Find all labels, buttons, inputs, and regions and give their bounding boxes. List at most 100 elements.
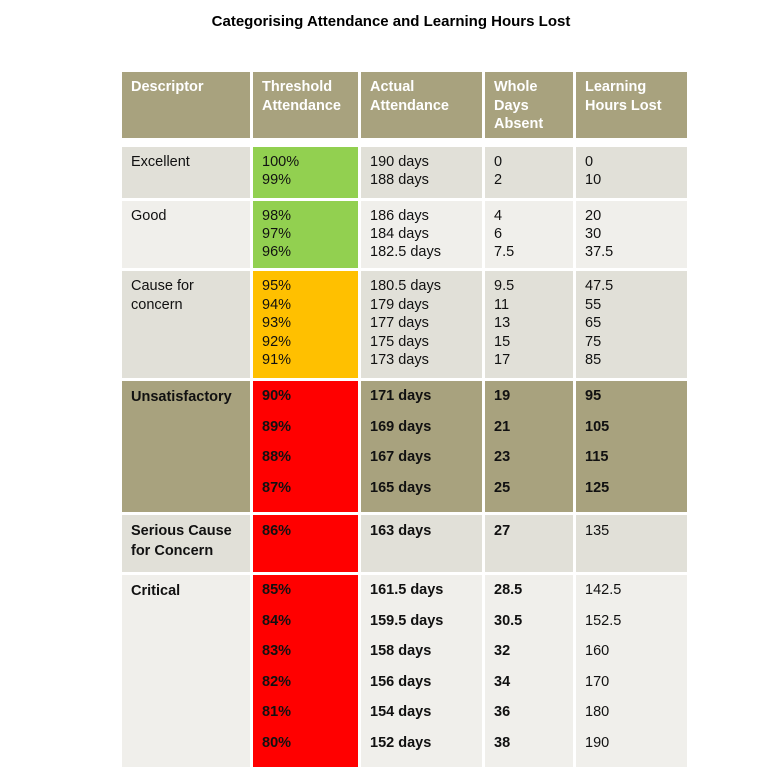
days-absent-value: 23 xyxy=(494,449,511,465)
threshold-value: 91% xyxy=(262,352,292,368)
days-absent-value: 17 xyxy=(494,352,511,368)
actual-value: 188 days xyxy=(370,172,429,188)
hours-lost-value: 190 xyxy=(585,734,610,751)
threshold-value: 85% xyxy=(262,582,292,598)
threshold-value: 93% xyxy=(262,315,292,331)
descriptor-cell: Unsatisfactory xyxy=(122,381,250,512)
actual-value: 184 days xyxy=(370,226,429,242)
hours-lost-value: 105 xyxy=(585,418,610,435)
actual-value: 186 days xyxy=(370,208,429,224)
hours-lost-value: 55 xyxy=(585,296,602,313)
actual-cell: 190 days 188 days xyxy=(361,147,482,198)
threshold-value: 89% xyxy=(262,418,292,435)
actual-value: 167 days xyxy=(370,449,432,465)
actual-value: 165 days xyxy=(370,479,432,496)
header-spacer xyxy=(122,141,687,144)
threshold-cell: 95% 94% 93% 92% 91% xyxy=(253,271,358,378)
hours-lost-value: 152.5 xyxy=(585,612,622,629)
hours-lost-value: 170 xyxy=(585,673,610,690)
threshold-cell: 100% 99% xyxy=(253,147,358,198)
actual-value: 180.5 days xyxy=(370,278,441,294)
hours-lost-value: 65 xyxy=(585,315,602,331)
actual-cell: 171 days 169 days 167 days 165 days xyxy=(361,381,482,512)
threshold-value: 90% xyxy=(262,388,292,404)
days-absent-value: 13 xyxy=(494,315,511,331)
threshold-cell: 85% 84% 83% 82% 81% 80% xyxy=(253,575,358,767)
hours-lost-cell: 135 xyxy=(576,515,687,572)
threshold-value: 99% xyxy=(262,172,292,188)
days-absent-value: 4 xyxy=(494,208,503,224)
actual-value: 171 days xyxy=(370,388,432,404)
hours-lost-value: 30 xyxy=(585,226,602,242)
hours-lost-value: 37.5 xyxy=(585,244,614,260)
days-absent-value: 28.5 xyxy=(494,582,523,598)
days-absent-value: 9.5 xyxy=(494,278,515,294)
days-absent-value: 21 xyxy=(494,418,511,435)
days-absent-value: 34 xyxy=(494,673,511,690)
hours-lost-value: 0 xyxy=(585,154,594,170)
actual-value: 179 days xyxy=(370,296,429,313)
descriptor-cell: Cause for concern xyxy=(122,271,250,378)
descriptor-cell: Good xyxy=(122,201,250,268)
hours-lost-value: 160 xyxy=(585,643,610,659)
threshold-cell: 98% 97% 96% xyxy=(253,201,358,268)
hours-lost-cell: 142.5 152.5 160 170 180 190 xyxy=(576,575,687,767)
column-header: Descriptor xyxy=(122,72,250,138)
column-header: Learning Hours Lost xyxy=(576,72,687,138)
threshold-cell: 86% xyxy=(253,515,358,572)
actual-value: 154 days xyxy=(370,704,432,720)
descriptor-cell: Serious Cause for Concern xyxy=(122,515,250,572)
threshold-value: 94% xyxy=(262,296,292,313)
days-absent-cell: 9.5 11 13 15 17 xyxy=(485,271,573,378)
hours-lost-cell: 20 30 37.5 xyxy=(576,201,687,268)
hours-lost-cell: 95 105 115 125 xyxy=(576,381,687,512)
days-absent-value: 32 xyxy=(494,643,511,659)
actual-value: 159.5 days xyxy=(370,612,444,629)
threshold-cell: 90% 89% 88% 87% xyxy=(253,381,358,512)
days-absent-value: 27 xyxy=(494,523,511,539)
days-absent-value: 38 xyxy=(494,734,511,751)
days-absent-cell: 19 21 23 25 xyxy=(485,381,573,512)
threshold-value: 83% xyxy=(262,643,292,659)
actual-value: 163 days xyxy=(370,523,432,539)
hours-lost-value: 75 xyxy=(585,333,602,350)
threshold-value: 87% xyxy=(262,479,292,496)
threshold-value: 95% xyxy=(262,278,292,294)
hours-lost-value: 180 xyxy=(585,704,610,720)
threshold-value: 97% xyxy=(262,226,292,242)
column-header: Whole Days Absent xyxy=(485,72,573,138)
actual-value: 175 days xyxy=(370,333,429,350)
days-absent-value: 19 xyxy=(494,388,511,404)
days-absent-value: 25 xyxy=(494,479,511,496)
actual-value: 173 days xyxy=(370,352,429,368)
threshold-value: 80% xyxy=(262,734,292,751)
hours-lost-value: 10 xyxy=(585,172,602,188)
descriptor-cell: Critical xyxy=(122,575,250,767)
hours-lost-value: 125 xyxy=(585,479,610,496)
days-absent-cell: 27 xyxy=(485,515,573,572)
days-absent-cell: 28.5 30.5 32 34 36 38 xyxy=(485,575,573,767)
days-absent-value: 0 xyxy=(494,154,503,170)
threshold-value: 86% xyxy=(262,523,292,539)
threshold-value: 81% xyxy=(262,704,292,720)
actual-cell: 163 days xyxy=(361,515,482,572)
actual-value: 182.5 days xyxy=(370,244,441,260)
threshold-value: 82% xyxy=(262,673,292,690)
hours-lost-value: 20 xyxy=(585,208,602,224)
threshold-value: 84% xyxy=(262,612,292,629)
actual-cell: 161.5 days 159.5 days 158 days 156 days 154 … xyxy=(361,575,482,767)
actual-cell: 186 days 184 days 182.5 days xyxy=(361,201,482,268)
threshold-value: 88% xyxy=(262,449,292,465)
descriptor-cell: Excellent xyxy=(122,147,250,198)
days-absent-value: 2 xyxy=(494,172,503,188)
actual-value: 152 days xyxy=(370,734,432,751)
hours-lost-value: 85 xyxy=(585,352,602,368)
threshold-value: 92% xyxy=(262,333,292,350)
hours-lost-cell: 47.5 55 65 75 85 xyxy=(576,271,687,378)
hours-lost-value: 47.5 xyxy=(585,278,614,294)
column-header: Actual Attendance xyxy=(361,72,482,138)
actual-value: 177 days xyxy=(370,315,429,331)
actual-value: 161.5 days xyxy=(370,582,444,598)
actual-cell: 180.5 days 179 days 177 days 175 days 173 da… xyxy=(361,271,482,378)
